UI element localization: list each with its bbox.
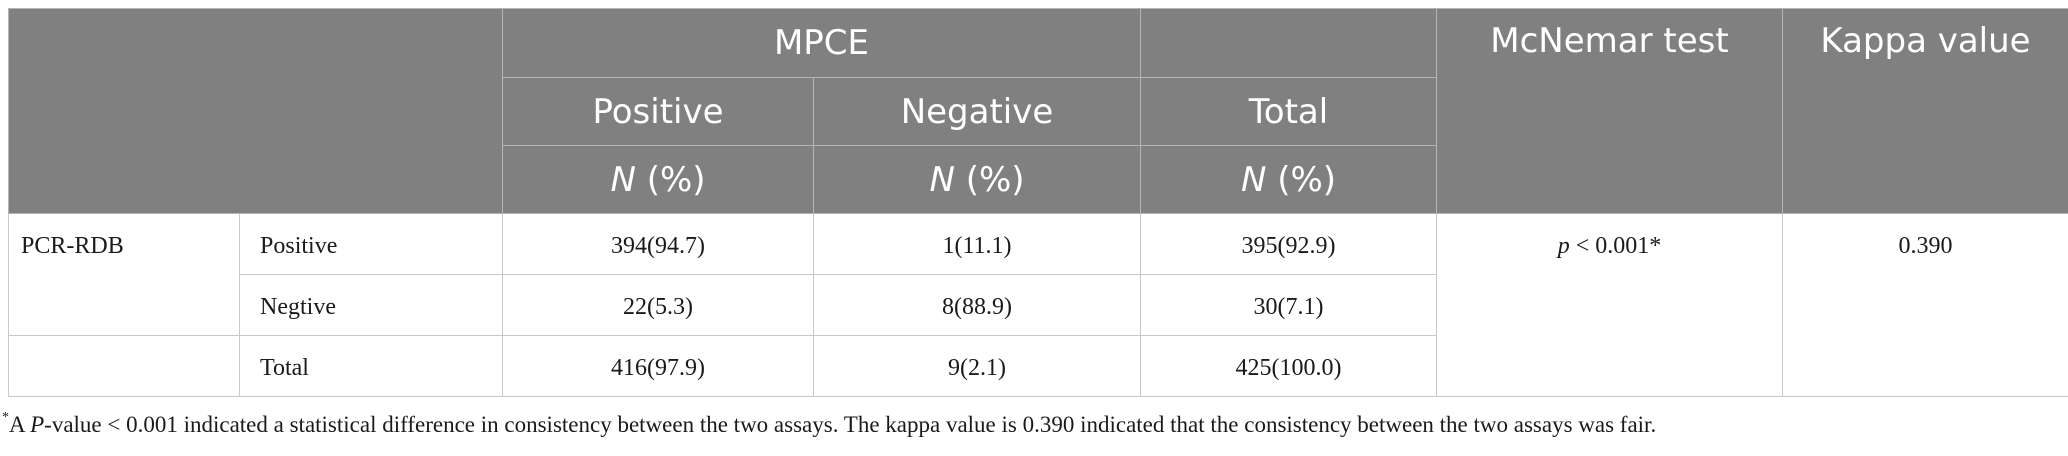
row-label: Positive bbox=[239, 213, 503, 275]
row-group bbox=[8, 335, 240, 397]
table-row: Total 416(97.9) 9(2.1) 425(100.0) bbox=[8, 335, 2068, 397]
cell-negative: 9(2.1) bbox=[813, 335, 1141, 397]
cell-total: 395(92.9) bbox=[1140, 213, 1437, 275]
cell-negative: 8(88.9) bbox=[813, 274, 1141, 336]
row-label: Negtive bbox=[239, 274, 503, 336]
table-row: Negtive 22(5.3) 8(88.9) 30(7.1) bbox=[9, 274, 2068, 336]
mcnemar-result: p < 0.001* bbox=[1436, 213, 1783, 397]
row-label: Total bbox=[239, 335, 503, 397]
kappa-result: 0.390 bbox=[1782, 213, 2068, 397]
cell-positive: 416(97.9) bbox=[502, 335, 814, 397]
header-blank-cell bbox=[8, 8, 503, 214]
cell-positive: 22(5.3) bbox=[502, 274, 814, 336]
cell-total: 425(100.0) bbox=[1140, 335, 1437, 397]
results-table: MPCE McNemar test Kappa value Positive N… bbox=[8, 8, 2068, 397]
header-mcnemar-test: McNemar test bbox=[1436, 8, 1783, 214]
header-negative: Negative bbox=[813, 77, 1141, 146]
cell-negative: 1(11.1) bbox=[813, 213, 1141, 275]
header-total: Total bbox=[1140, 77, 1437, 146]
cell-total: 30(7.1) bbox=[1140, 274, 1437, 336]
table-footnote: *A P-value < 0.001 indicated a statistic… bbox=[2, 410, 1657, 437]
unit-total: N (%) bbox=[1140, 145, 1437, 214]
header-kappa-value: Kappa value bbox=[1782, 8, 2068, 214]
unit-positive: N (%) bbox=[502, 145, 814, 214]
header-blank-total bbox=[1140, 8, 1437, 78]
cell-positive: 394(94.7) bbox=[502, 213, 814, 275]
header-positive: Positive bbox=[502, 77, 814, 146]
table-row: PCR-RDB Positive 394(94.7) 1(11.1) 395(9… bbox=[8, 213, 2068, 397]
row-group-pcr-rdb: PCR-RDB bbox=[8, 213, 240, 336]
header-mpce: MPCE bbox=[502, 8, 1141, 78]
unit-negative: N (%) bbox=[813, 145, 1141, 214]
